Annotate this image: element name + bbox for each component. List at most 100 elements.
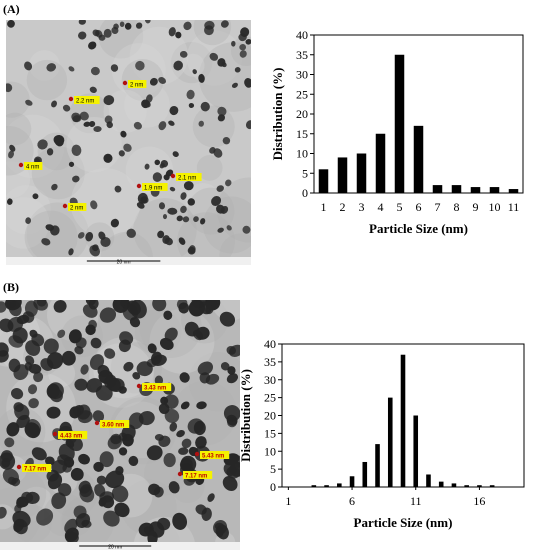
nanoparticle: [62, 104, 71, 112]
nanoparticle: [217, 114, 226, 122]
background-texture: [70, 168, 141, 238]
nanoparticle: [25, 491, 40, 505]
x-tick-label: 8: [454, 200, 460, 214]
nanoparticle: [1, 457, 11, 468]
nanoparticle: [93, 461, 104, 472]
nanoparticle: [79, 111, 89, 121]
nanoparticle: [220, 205, 229, 214]
background-texture: [203, 196, 251, 254]
nanoparticle: [51, 100, 57, 108]
x-tick-label: 11: [410, 494, 422, 508]
background-texture: [100, 231, 153, 265]
y-axis-title: Distribution (%): [270, 68, 285, 161]
background-texture: [196, 154, 223, 181]
nanoparticle: [103, 153, 113, 163]
nanoparticle: [186, 89, 195, 100]
tem-micrograph-b-image: 3.43 nm 3.60 nm 4.43 nm 5.43 nm 7.17 nm 7.17 …: [0, 300, 240, 550]
nanoparticle: [6, 198, 13, 205]
nanoparticle: [244, 77, 251, 88]
measurement-marker: [52, 431, 58, 437]
measurement-label: 7.17 nm: [16, 464, 52, 472]
bar: [432, 185, 443, 193]
nanoparticle: [106, 121, 113, 129]
tem-micrograph-a-image: 2.2 nm 2 nm 4 nm 1.9 nm 2.1 nm 2 nm 20 nm: [6, 20, 251, 265]
nanoparticle: [200, 101, 210, 112]
nanoparticle: [199, 372, 211, 384]
bar: [470, 187, 481, 193]
bar: [356, 153, 367, 193]
measurement-marker: [136, 383, 142, 389]
nanoparticle: [6, 83, 13, 93]
y-tick-label: 10: [296, 147, 308, 161]
nanoparticle: [164, 237, 173, 246]
nanoparticle: [104, 348, 116, 359]
y-tick-label: 15: [264, 426, 276, 440]
nanoparticle: [114, 185, 122, 193]
measurement-label-text: 3.60 nm: [102, 422, 124, 428]
y-tick-label: 30: [264, 373, 276, 387]
nanoparticle: [231, 82, 238, 88]
measurement-label: 7.17 nm: [177, 471, 213, 479]
bar: [362, 461, 368, 487]
nanoparticle: [88, 319, 97, 330]
background-texture: [103, 89, 147, 134]
nanoparticle: [32, 193, 39, 200]
nanoparticle: [34, 158, 40, 164]
nanoparticle: [93, 126, 102, 133]
nanoparticle: [81, 519, 92, 528]
measurement-label-text: 2.1 nm: [178, 175, 196, 181]
x-tick-label: 16: [473, 494, 485, 508]
nanoparticle: [167, 207, 178, 215]
nanoparticle: [147, 530, 158, 546]
measurement-label-text: 7.17 nm: [24, 466, 46, 472]
measurement-marker: [16, 464, 22, 470]
nanoparticle: [24, 61, 33, 71]
nanoparticle: [136, 361, 153, 377]
nanoparticle: [140, 196, 149, 204]
nanoparticle: [95, 29, 103, 38]
nanoparticle: [180, 401, 190, 410]
nanoparticle: [239, 44, 247, 51]
nanoparticle: [168, 120, 175, 126]
y-tick-label: 35: [264, 355, 276, 369]
nanoparticle: [99, 451, 114, 468]
nanoparticle: [245, 39, 251, 45]
nanoparticle: [178, 237, 186, 245]
nanoparticle: [242, 225, 251, 234]
nanoparticle: [135, 22, 143, 29]
nanoparticle: [58, 443, 75, 462]
nanoparticle: [183, 181, 194, 191]
nanoparticle: [198, 120, 204, 127]
nanoparticle: [0, 506, 7, 519]
panel-b-label: (B): [3, 280, 19, 294]
measurement-label-box: [176, 173, 202, 181]
nanoparticle: [0, 318, 14, 333]
nanoparticle: [222, 136, 231, 145]
bar: [375, 444, 380, 487]
y-tick-label: 20: [296, 107, 308, 121]
nanoparticle: [45, 456, 55, 466]
nanoparticle: [40, 358, 54, 371]
nanoparticle: [101, 495, 115, 509]
measurement-label-box: [100, 420, 130, 428]
nanoparticle: [64, 518, 78, 534]
nanoparticle: [90, 200, 98, 210]
measurement-marker: [170, 173, 176, 179]
background-texture: [231, 36, 251, 66]
x-axis-title: Particle Size (nm): [369, 221, 468, 236]
nanoparticle: [46, 406, 61, 419]
nanoparticle: [51, 459, 68, 474]
measurement-marker: [18, 162, 24, 168]
measurement-label-text: 1.9 nm: [144, 185, 162, 191]
x-tick-label: 10: [489, 200, 501, 214]
background-texture: [29, 50, 60, 81]
nanoparticle: [113, 23, 119, 30]
nanoparticle: [141, 99, 150, 109]
nanoparticle: [187, 418, 204, 434]
background-texture: [110, 342, 163, 394]
nanoparticle: [74, 378, 88, 391]
bar: [464, 485, 469, 487]
bar: [349, 476, 355, 487]
background-texture: [6, 161, 31, 199]
nanoparticle: [118, 432, 127, 441]
